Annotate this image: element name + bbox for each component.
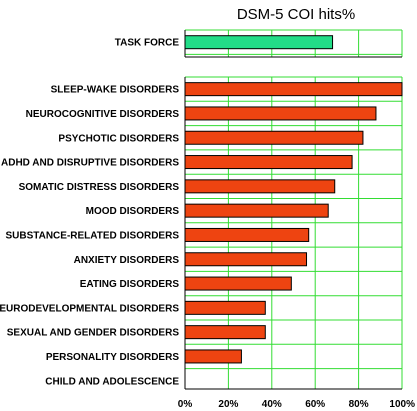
category-label: NEURODEVELOPMENTAL DISORDERS [0, 303, 179, 314]
bar-psychotic-disorders [184, 130, 364, 145]
category-label: ADHD AND DISRUPTIVE DISORDERS [1, 158, 179, 169]
x-tick-label: 20% [218, 399, 238, 410]
category-label: PERSONALITY DISORDERS [46, 352, 179, 363]
bar-task-force [184, 35, 334, 50]
bar-sleep-wake-disorders [184, 82, 403, 97]
category-label: ANXIETY DISORDERS [74, 255, 180, 266]
bar-somatic-distress-disorders [184, 179, 336, 194]
category-label: SUBSTANCE-RELATED DISORDERS [5, 230, 179, 241]
category-label: TASK FORCE [115, 38, 180, 49]
panel-task-force: TASK FORCE [115, 29, 403, 58]
bar-adhd-and-disruptive-disorders [184, 155, 353, 170]
bar-anxiety-disorders [184, 252, 308, 267]
x-tick-label: 80% [349, 399, 369, 410]
category-label: NEUROCOGNITIVE DISORDERS [26, 109, 180, 120]
bar-personality-disorders [184, 349, 242, 364]
category-label: MOOD DISORDERS [86, 206, 180, 217]
bar-neurocognitive-disorders [184, 106, 377, 121]
x-tick-label: 0% [178, 399, 193, 410]
bar-eating-disorders [184, 276, 292, 291]
category-label: SOMATIC DISTRESS DISORDERS [19, 182, 180, 193]
x-tick-label: 60% [305, 399, 325, 410]
category-label: SLEEP-WAKE DISORDERS [51, 85, 180, 96]
category-label: EATING DISORDERS [80, 279, 180, 290]
x-axis: 0% 20% 40% 60% 80% 100% [178, 399, 415, 410]
bar-mood-disorders [184, 203, 329, 218]
bar-neurodevelopmental-disorders [184, 300, 266, 315]
category-label: PSYCHOTIC DISORDERS [58, 133, 179, 144]
chart-title: DSM-5 COI hits% [237, 6, 355, 23]
category-label: CHILD AND ADOLESCENCE [45, 376, 179, 387]
bar-substance-related-disorders [184, 227, 310, 242]
panel-disorders: SLEEP-WAKE DISORDERS NEUROCOGNITIVE DISOR… [0, 76, 403, 390]
x-tick-label: 100% [389, 399, 415, 410]
x-tick-label: 40% [262, 399, 282, 410]
bar-sexual-and-gender-disorders [184, 325, 266, 340]
category-label: SEXUAL AND GENDER DISORDERS [7, 328, 180, 339]
